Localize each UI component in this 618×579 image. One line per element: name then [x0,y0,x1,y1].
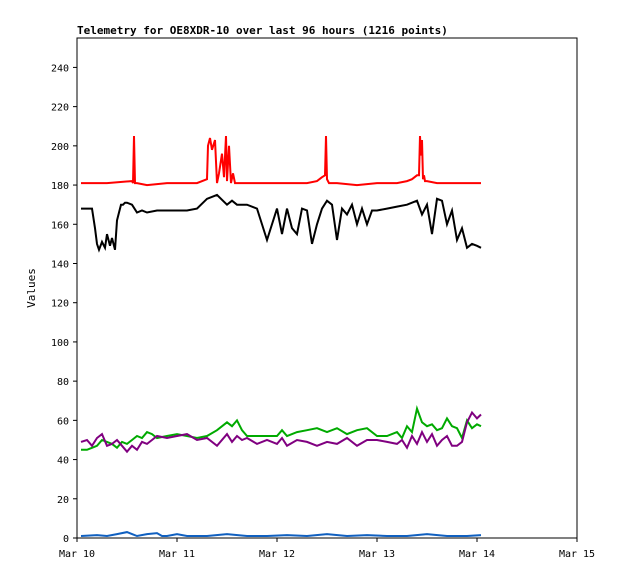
y-tick-label: 100 [51,338,69,349]
series-line-2 [81,193,482,253]
x-tick-label: Mar 13 [359,549,395,560]
y-tick-label: 220 [51,103,69,114]
x-axis: Mar 10 Mar 11 Mar 12 Mar 13 Mar 14 Mar 15 [59,538,595,560]
y-tick-label: 160 [51,220,69,231]
series-line-1 [81,135,481,187]
series-group [80,135,482,538]
y-tick-label: 20 [57,495,69,506]
y-tick-label: 60 [57,416,69,427]
y-tick-label: 120 [51,299,69,310]
x-tick-label: Mar 14 [459,549,495,560]
x-tick-label: Mar 15 [559,549,595,560]
plot-frame [76,37,578,539]
y-axis: 0 20 40 60 80 100 120 140 160 180 200 220 240 [51,63,77,545]
y-tick-label: 80 [57,377,69,388]
y-tick-label: 0 [63,534,69,545]
y-tick-label: 200 [51,142,69,153]
series-line-3 [81,404,482,451]
x-tick-label: Mar 12 [259,549,295,560]
y-tick-label: 180 [51,181,69,192]
y-tick-label: 140 [51,259,69,270]
series-line-5 [80,531,482,538]
y-tick-label: 240 [51,63,69,74]
x-tick-label: Mar 11 [159,549,195,560]
chart-title: Telemetry for OE8XDR-10 over last 96 hou… [77,24,448,37]
y-tick-label: 40 [57,456,69,467]
x-tick-label: Mar 10 [59,549,95,560]
y-axis-label: Values [25,268,38,308]
series-line-4 [80,410,482,454]
